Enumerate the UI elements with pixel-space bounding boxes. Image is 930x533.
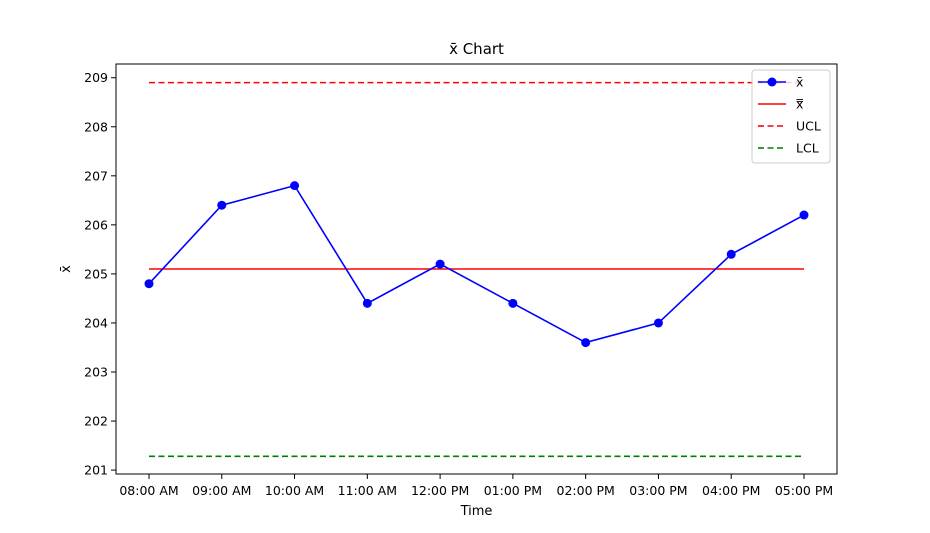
chart-title: x̄ Chart xyxy=(449,40,504,58)
data-point xyxy=(581,338,591,348)
x-tick-label: 11:00 AM xyxy=(338,483,397,498)
x-tick-label: 04:00 PM xyxy=(702,483,760,498)
x-tick-label: 01:00 PM xyxy=(484,483,542,498)
data-point xyxy=(653,318,663,328)
data-point xyxy=(799,210,809,220)
data-point xyxy=(435,259,445,269)
y-tick-label: 204 xyxy=(84,315,108,330)
series-layer xyxy=(144,81,809,458)
data-point xyxy=(508,298,518,308)
x-tick-label: 05:00 PM xyxy=(775,483,833,498)
legend: x̄ x̿ UCL LCL xyxy=(751,69,831,164)
y-tick-label: 203 xyxy=(84,364,108,379)
data-point xyxy=(144,279,154,289)
y-tick-label: 208 xyxy=(84,119,108,134)
x-axis-title: Time xyxy=(460,504,493,519)
x-tick-label: 03:00 PM xyxy=(629,483,687,498)
data-point xyxy=(362,298,372,308)
x-tick-label: 12:00 PM xyxy=(411,483,469,498)
y-tick-label: 206 xyxy=(84,217,108,232)
series-line-0 xyxy=(148,184,805,344)
legend-label: x̿ xyxy=(796,97,804,112)
x-tick-label: 08:00 AM xyxy=(119,483,178,498)
y-tick-label: 201 xyxy=(84,463,108,478)
y-tick-label: 202 xyxy=(84,414,108,429)
x-tick-label: 02:00 PM xyxy=(557,483,615,498)
y-tick-label: 207 xyxy=(84,168,108,183)
legend-marker xyxy=(767,77,777,87)
legend-box xyxy=(751,69,831,164)
data-point xyxy=(726,249,736,259)
data-point xyxy=(290,181,300,191)
axis-layer: 08:00 AM 09:00 AM 10:00 AM 11:00 AM 12:00 PM… xyxy=(84,70,833,498)
data-point xyxy=(217,200,227,210)
y-tick-label: 205 xyxy=(84,266,108,281)
y-axis-title: x̄ xyxy=(59,265,74,273)
legend-label: UCL xyxy=(796,119,821,134)
plot-frame xyxy=(115,63,838,475)
legend-label: x̄ xyxy=(796,75,803,90)
x-tick-label: 10:00 AM xyxy=(265,483,324,498)
legend-label: LCL xyxy=(796,141,819,156)
x-tick-label: 09:00 AM xyxy=(192,483,251,498)
y-tick-label: 209 xyxy=(84,70,108,85)
